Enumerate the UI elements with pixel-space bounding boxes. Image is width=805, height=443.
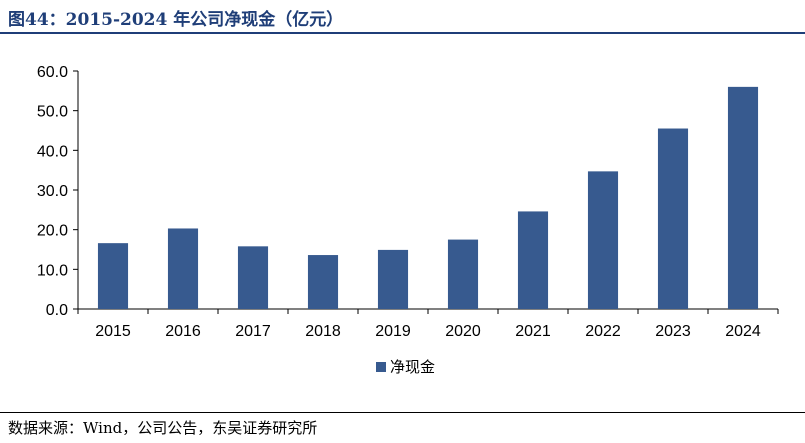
bar xyxy=(167,228,199,309)
x-tick-label: 2024 xyxy=(725,323,761,340)
x-tick-label: 2022 xyxy=(585,323,621,340)
chart-title: 图44：2015-2024 年公司净现金（亿元） xyxy=(8,10,344,30)
x-tick-label: 2020 xyxy=(445,323,481,340)
bar xyxy=(587,171,619,309)
source-note: 数据来源：Wind，公司公告，东吴证券研究所 xyxy=(8,419,318,437)
x-tick-label: 2018 xyxy=(305,323,341,340)
y-tick-label: 20.0 xyxy=(37,223,68,240)
x-tick-label: 2023 xyxy=(655,323,691,340)
x-tick-label: 2021 xyxy=(515,323,551,340)
bar xyxy=(377,249,409,309)
legend: 净现金 xyxy=(376,358,435,376)
bar xyxy=(447,239,479,309)
y-tick-label: 0.0 xyxy=(46,302,68,319)
x-axis: 2015 2016 2017 2018 2019 2020 2021 2022 2023 2024 xyxy=(77,308,779,340)
y-tick-label: 40.0 xyxy=(37,143,68,160)
y-tick-label: 10.0 xyxy=(37,262,68,279)
x-tick-label: 2017 xyxy=(235,323,271,340)
bar-series xyxy=(97,86,759,309)
footer-divider xyxy=(0,412,805,413)
y-axis: 0.0 10.0 20.0 30.0 40.0 50.0 60.0 xyxy=(37,64,79,319)
x-tick-label: 2019 xyxy=(375,323,411,340)
legend-swatch xyxy=(376,362,386,372)
y-tick-label: 50.0 xyxy=(37,104,68,121)
y-tick-label: 30.0 xyxy=(37,183,68,200)
x-tick-label: 2016 xyxy=(165,323,201,340)
bar xyxy=(97,243,129,309)
bar xyxy=(657,128,689,309)
legend-label: 净现金 xyxy=(390,358,435,376)
bar xyxy=(517,211,549,309)
bar xyxy=(727,86,759,309)
title-divider xyxy=(0,32,805,34)
y-tick-label: 60.0 xyxy=(37,64,68,81)
bar xyxy=(237,246,269,309)
x-tick-label: 2015 xyxy=(95,323,131,340)
bar xyxy=(307,255,339,309)
